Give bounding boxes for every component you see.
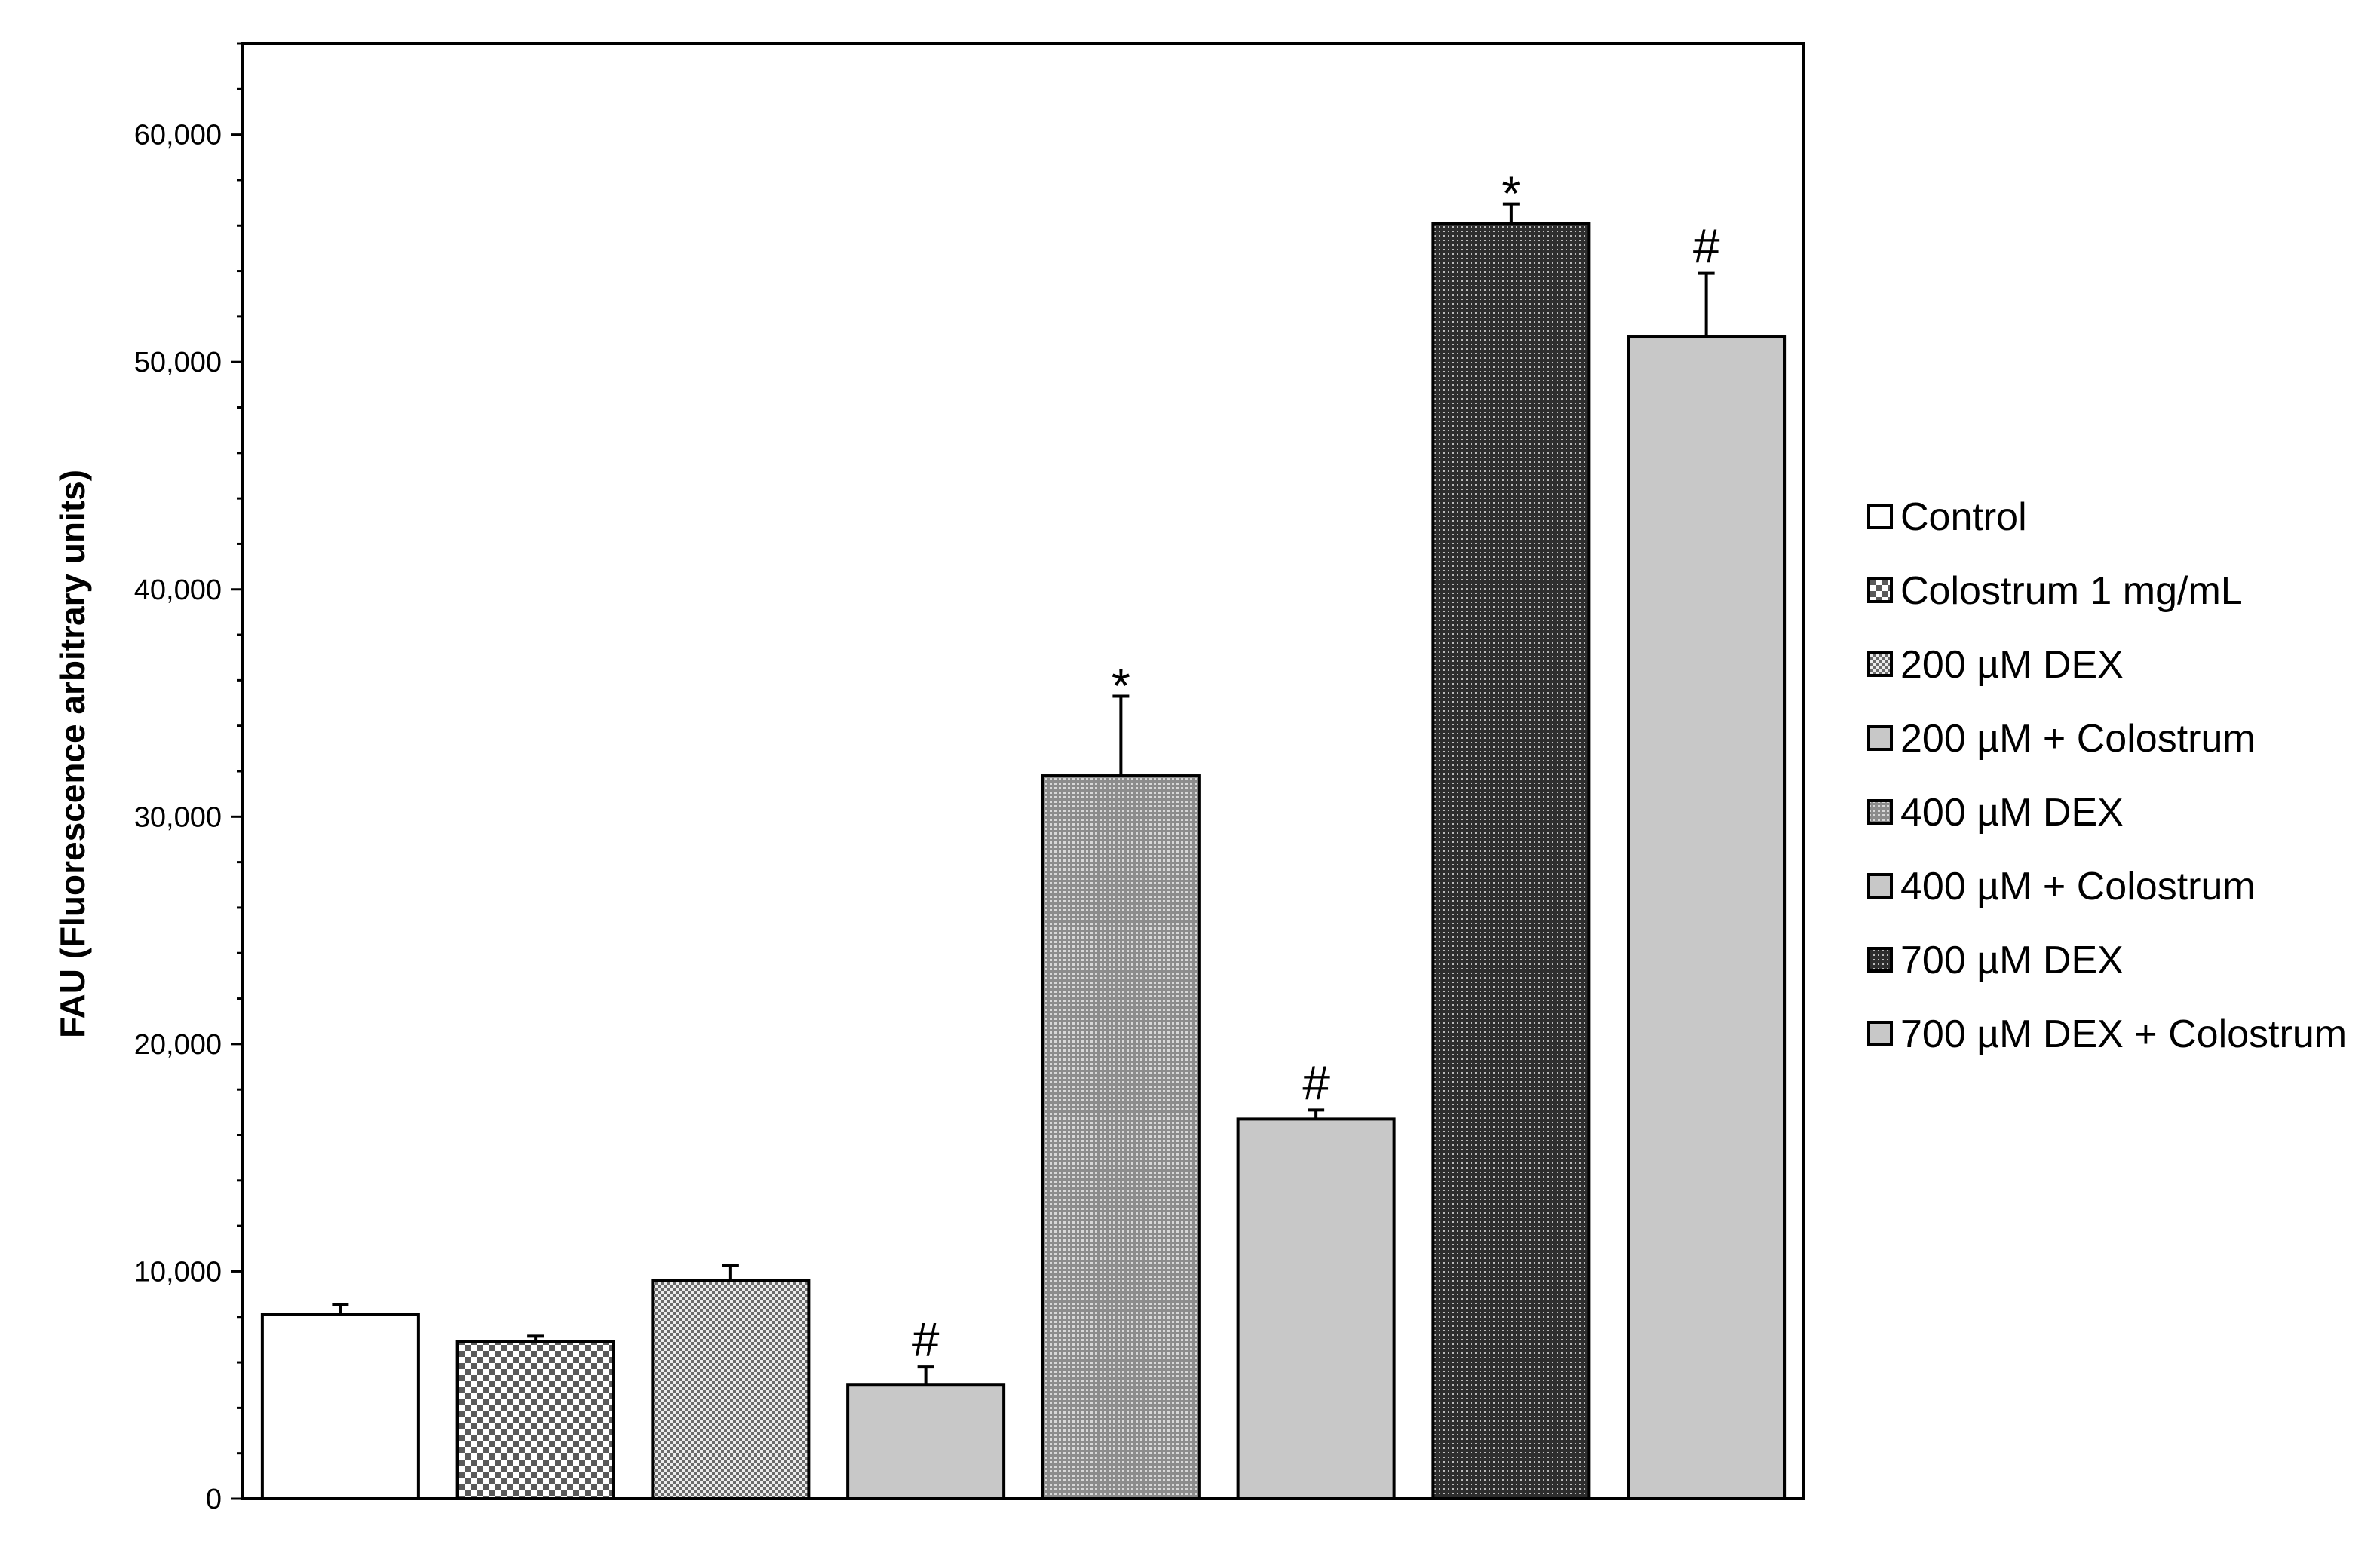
significance-hash: # <box>1693 219 1720 274</box>
bar <box>651 1279 811 1500</box>
bars: # * # * # <box>260 167 1787 1500</box>
y-tick-label: 10,000 <box>134 1256 222 1288</box>
y-tick-label: 0 <box>206 1484 222 1515</box>
y-axis: 0 10,000 20,000 30,000 40,000 50,000 60,000 <box>134 42 243 1515</box>
legend-swatch <box>1867 504 1893 529</box>
legend-swatch <box>1867 873 1893 899</box>
legend-swatch <box>1867 651 1893 677</box>
significance-hash: # <box>912 1313 940 1367</box>
legend-label: 200 µM + Colostrum <box>1900 717 2256 761</box>
bar <box>1236 1117 1396 1500</box>
legend-label: 400 µM DEX <box>1900 791 2124 835</box>
legend-swatch <box>1867 1021 1893 1046</box>
legend-label: 700 µM DEX + Colostrum <box>1900 1012 2347 1056</box>
legend-swatch <box>1867 577 1893 603</box>
legend-swatch <box>1867 725 1893 751</box>
legend-label: 200 µM DEX <box>1900 643 2124 687</box>
significance-star: * <box>1112 658 1130 712</box>
legend-label: 700 µM DEX <box>1900 939 2124 982</box>
legend-swatch <box>1867 799 1893 825</box>
y-tick-label: 30,000 <box>134 801 222 833</box>
bar <box>260 1313 420 1500</box>
bar <box>1627 335 1787 1500</box>
bar <box>1041 774 1201 1500</box>
bar <box>846 1383 1006 1500</box>
legend-label: Control <box>1900 495 2027 539</box>
significance-hash: # <box>1302 1055 1330 1110</box>
bar <box>455 1340 615 1500</box>
legend: Control Colostrum 1 mg/mL 200 µM DEX 200 µM… <box>1867 495 2347 1056</box>
legend-swatch <box>1867 947 1893 973</box>
y-axis-title: FAU (Fluorescence arbitrary units) <box>53 470 92 1038</box>
legend-label: 400 µM + Colostrum <box>1900 865 2256 908</box>
y-tick-label: 40,000 <box>134 574 222 606</box>
y-tick-label: 60,000 <box>134 120 222 152</box>
y-tick-label: 50,000 <box>134 347 222 378</box>
bar <box>1431 222 1591 1500</box>
legend-label: Colostrum 1 mg/mL <box>1900 569 2243 613</box>
significance-star: * <box>1501 167 1520 221</box>
y-tick-label: 20,000 <box>134 1029 222 1061</box>
